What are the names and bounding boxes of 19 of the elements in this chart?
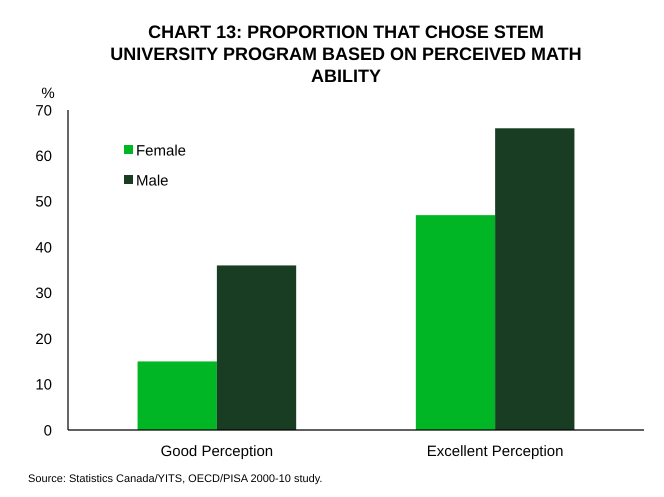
bar	[495, 128, 574, 430]
bar	[416, 215, 496, 430]
y-tick-label: 70	[35, 102, 52, 120]
y-tick-label: 30	[35, 285, 52, 302]
y-tick-label: 50	[35, 194, 52, 211]
y-tick-label: 60	[35, 148, 52, 165]
bar	[216, 265, 296, 430]
chart-title: CHART 13: PROPORTION THAT CHOSE STEM UNIVERSITY PROGRAM BASED ON PERCEIVED MATH ABILITY	[110, 22, 582, 86]
bar	[138, 361, 217, 430]
y-tick-label: 20	[35, 330, 52, 348]
y-tick-label: 40	[35, 239, 52, 256]
y-tick-label: 10	[35, 376, 52, 394]
x-tick-label: Good Perception	[160, 443, 274, 460]
legend-label: Female	[136, 142, 186, 160]
source-note: Source: Statistics Canada/YITS, OECD/PISA 2000-10 study.	[28, 473, 322, 485]
y-axis-title: %	[41, 85, 55, 102]
y-tick-label: 0	[44, 422, 52, 440]
x-tick-label: Excellent Perception	[426, 443, 564, 460]
legend-label: Male	[136, 172, 169, 190]
